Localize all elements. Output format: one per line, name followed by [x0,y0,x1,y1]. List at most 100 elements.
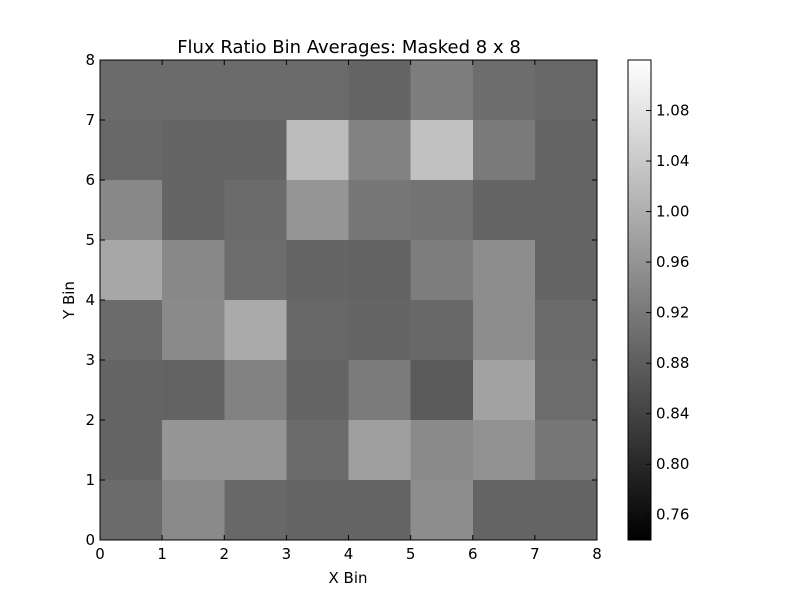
x-axis: 0 1 2 3 4 5 6 7 8 [95,60,602,563]
heatmap-cell [534,180,597,240]
heatmap-cell [348,240,411,300]
chart-title: Flux Ratio Bin Averages: Masked 8 x 8 [177,37,521,58]
x-tick-label: 6 [468,545,478,563]
heatmap-cell [162,420,225,480]
heatmap-cell [472,120,535,180]
heatmap-cell [348,360,411,420]
x-tick-label: 7 [530,545,540,563]
heatmap-cell [224,480,287,540]
y-axis-label: Y Bin [60,281,78,320]
y-tick-label: 0 [85,531,95,549]
heatmap-cell [100,300,163,360]
heatmap-cell [348,60,411,120]
heatmap-cell [410,480,473,540]
heatmap-cell [472,240,535,300]
heatmap-cell [472,60,535,120]
heatmap-cell [162,300,225,360]
heatmap-cell [286,180,349,240]
heatmap-cell [472,360,535,420]
heatmap-cell [472,420,535,480]
x-tick-label: 3 [282,545,292,563]
x-tick-label: 4 [344,545,354,563]
heatmap-cell [286,60,349,120]
heatmap-cell [348,180,411,240]
colorbar-tick-label: 0.88 [656,354,689,372]
heatmap-cell [100,360,163,420]
y-tick-label: 7 [85,111,95,129]
y-tick-label: 3 [85,351,95,369]
colorbar-tick-label: 0.76 [656,506,689,524]
heatmap-cells [100,60,597,540]
heatmap-cell [100,240,163,300]
heatmap-cell [534,300,597,360]
heatmap-cell [224,240,287,300]
heatmap-cell [286,240,349,300]
heatmap-cell [100,420,163,480]
heatmap-cell [534,240,597,300]
colorbar-tick-label: 1.04 [656,152,689,170]
heatmap-cell [162,240,225,300]
heatmap-cell [472,480,535,540]
heatmap-cell [410,240,473,300]
colorbar-tick-label: 0.80 [656,455,689,473]
x-axis-label: X Bin [328,569,367,587]
heatmap-cell [286,300,349,360]
colorbar-tick-label: 1.08 [656,102,689,120]
heatmap-cell [286,480,349,540]
heatmap-cell [534,480,597,540]
heatmap-cell [224,300,287,360]
y-tick-label: 6 [85,171,95,189]
heatmap-cell [224,60,287,120]
y-tick-label: 4 [85,291,95,309]
heatmap-cell [534,420,597,480]
heatmap-cell [224,360,287,420]
heatmap-cell [162,360,225,420]
heatmap-cell [472,180,535,240]
heatmap-cell [348,120,411,180]
heatmap-cell [286,360,349,420]
heatmap-cell [410,420,473,480]
x-tick-label: 1 [157,545,167,563]
colorbar-tick-label: 0.84 [656,405,689,423]
heatmap-cell [286,420,349,480]
colorbar-ticks: 0.76 0.80 0.84 0.88 0.92 0.96 1.00 1.04 1.08 [646,102,689,524]
heatmap-cell [410,180,473,240]
y-axis: 0 1 2 3 4 5 6 7 8 [85,51,597,549]
x-tick-label: 0 [95,545,105,563]
y-tick-label: 8 [85,51,95,69]
heatmap-cell [534,60,597,120]
heatmap-cell [162,180,225,240]
y-tick-label: 5 [85,231,95,249]
heatmap-cell [162,120,225,180]
heatmap-cell [224,420,287,480]
heatmap-cell [100,120,163,180]
colorbar-tick-label: 0.96 [656,253,689,271]
heatmap-cell [534,120,597,180]
heatmap-cell [100,480,163,540]
heatmap-cell [410,360,473,420]
heatmap-cell [100,60,163,120]
y-tick-label: 1 [85,471,95,489]
heatmap-cell [162,60,225,120]
heatmap-cell [472,300,535,360]
heatmap-cell [534,360,597,420]
heatmap-cell [224,180,287,240]
heatmap-cell [348,300,411,360]
x-tick-label: 2 [219,545,229,563]
heatmap-cell [410,60,473,120]
y-tick-label: 2 [85,411,95,429]
heatmap-cell [162,480,225,540]
colorbar-tick-label: 1.00 [656,203,689,221]
heatmap-cell [348,420,411,480]
heatmap-cell [410,300,473,360]
x-tick-label: 8 [592,545,602,563]
heatmap-cell [100,180,163,240]
heatmap-cell [348,480,411,540]
x-tick-label: 5 [406,545,416,563]
heatmap-cell [410,120,473,180]
heatmap-cell [286,120,349,180]
heatmap-cell [224,120,287,180]
colorbar [627,59,652,541]
colorbar-tick-label: 0.92 [656,304,689,322]
